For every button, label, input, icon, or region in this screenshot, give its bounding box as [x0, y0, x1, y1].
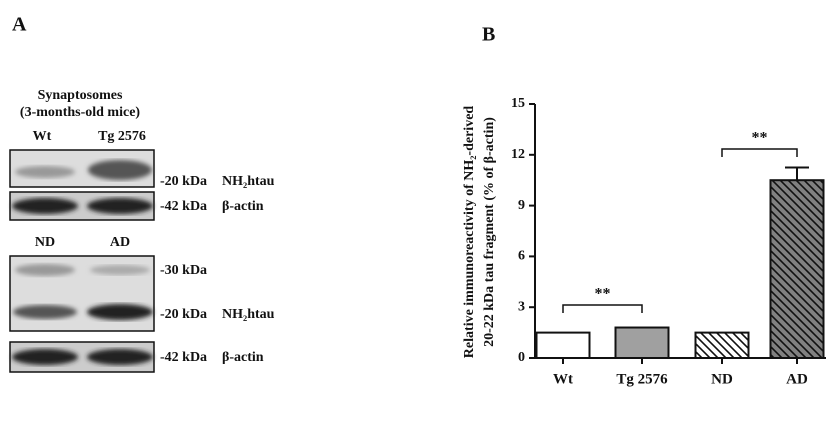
significance-label: ** [752, 130, 768, 147]
lane-label: ND [35, 235, 55, 250]
y-tick-label: 9 [518, 198, 525, 213]
marker-label: -20 kDa [160, 307, 207, 322]
y-axis-label: Relative immunoreactivity of NH₂-derived [462, 106, 477, 359]
x-tick-label: ND [711, 371, 733, 387]
protein-label: β-actin [222, 350, 264, 365]
lane-label: Tg 2576 [98, 129, 146, 144]
x-tick-label: AD [786, 371, 808, 387]
marker-label: -42 kDa [160, 199, 207, 214]
blot-header: Synaptosomes [38, 88, 123, 103]
marker-label: -30 kDa [160, 263, 207, 278]
y-tick-label: 0 [518, 350, 525, 365]
page: A Synaptosomes (3-months-old mice) Wt Tg… [0, 0, 835, 427]
y-tick-label: 6 [518, 249, 525, 264]
y-tick-label: 3 [518, 299, 525, 314]
y-tick-label: 15 [511, 96, 525, 111]
significance-bracket [563, 305, 642, 313]
marker-label: -42 kDa [160, 350, 207, 365]
protein-label: NH₂htau [222, 307, 275, 322]
figure: A Synaptosomes (3-months-old mice) Wt Tg… [0, 0, 835, 427]
y-axis-label: 20-22 kDa tau fragment (% of β-actin) [482, 117, 497, 347]
bar [771, 180, 824, 358]
significance-label: ** [595, 286, 611, 303]
bar [696, 333, 749, 358]
panel-label: A [12, 14, 27, 36]
lane-label: AD [110, 235, 130, 250]
bar [537, 333, 590, 358]
protein-label: β-actin [222, 199, 264, 214]
panel-label: B [482, 24, 495, 46]
x-tick-label: Wt [553, 371, 573, 387]
bar [616, 328, 669, 358]
lane-label: Wt [33, 129, 52, 144]
protein-label: NH₂htau [222, 174, 275, 189]
y-tick-label: 12 [511, 147, 525, 162]
marker-label: -20 kDa [160, 174, 207, 189]
x-tick-label: Tg 2576 [616, 371, 668, 387]
blot [10, 150, 154, 372]
blot-header: (3-months-old mice) [20, 105, 140, 120]
significance-bracket [722, 149, 797, 157]
